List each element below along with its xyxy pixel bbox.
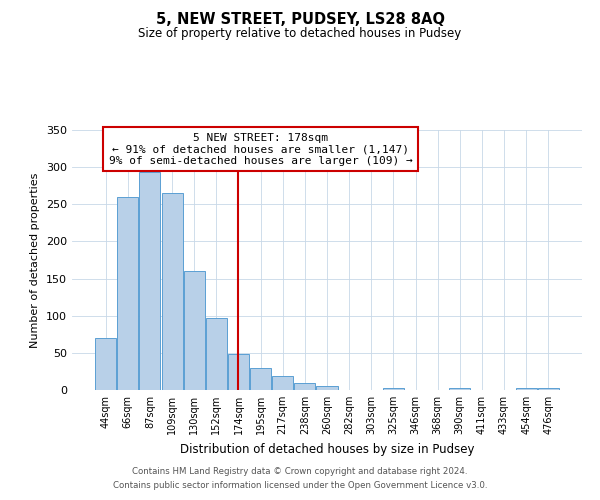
Bar (295, 382, 316, 390)
Bar (515, 388, 536, 390)
Bar (206, 318, 227, 390)
Text: Size of property relative to detached houses in Pudsey: Size of property relative to detached ho… (139, 28, 461, 40)
Text: 5 NEW STREET: 178sqm
← 91% of detached houses are smaller (1,147)
9% of semi-det: 5 NEW STREET: 178sqm ← 91% of detached h… (109, 132, 413, 166)
Y-axis label: Number of detached properties: Number of detached properties (31, 172, 40, 348)
Bar (228, 354, 249, 390)
Bar (250, 368, 271, 390)
Bar (139, 172, 160, 390)
Bar (95, 338, 116, 390)
Bar (383, 388, 404, 390)
Text: Contains public sector information licensed under the Open Government Licence v3: Contains public sector information licen… (113, 481, 487, 490)
Bar (316, 386, 338, 390)
Bar (118, 197, 139, 390)
Bar (161, 193, 182, 390)
Bar (538, 388, 559, 390)
Bar (272, 376, 293, 390)
Bar (449, 388, 470, 390)
Text: Contains HM Land Registry data © Crown copyright and database right 2024.: Contains HM Land Registry data © Crown c… (132, 467, 468, 476)
X-axis label: Distribution of detached houses by size in Pudsey: Distribution of detached houses by size … (180, 442, 474, 456)
Bar (184, 271, 205, 390)
Text: 5, NEW STREET, PUDSEY, LS28 8AQ: 5, NEW STREET, PUDSEY, LS28 8AQ (155, 12, 445, 28)
